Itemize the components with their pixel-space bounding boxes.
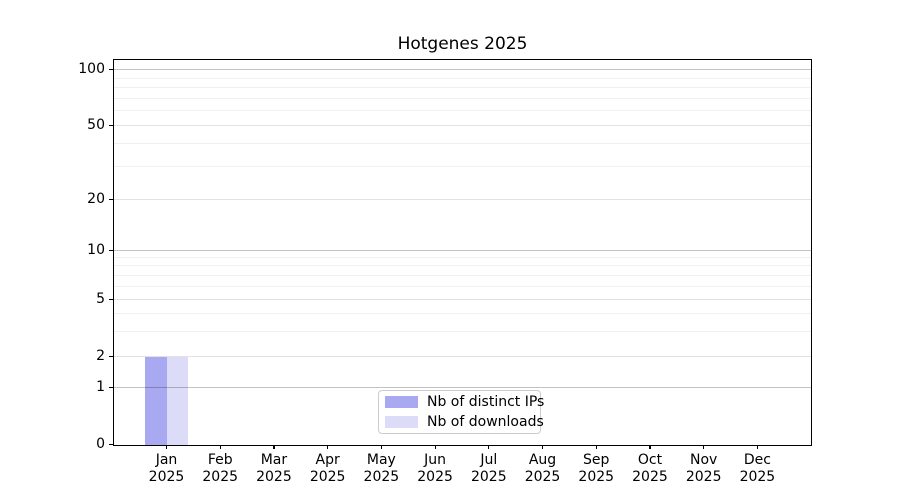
y-tick-label-1: 1	[96, 379, 105, 395]
x-tick-mark-feb	[219, 445, 221, 449]
x-tick-mark-oct	[649, 445, 651, 449]
x-tick-mark-jun	[434, 445, 436, 449]
y-tick-label-10: 10	[87, 241, 105, 258]
legend-swatch-1	[385, 416, 418, 428]
legend-label-0: Nb of distinct IPs	[427, 394, 545, 410]
x-tick-mark-mar	[273, 445, 275, 449]
gridline-1	[114, 387, 811, 388]
chart-title: Hotgenes 2025	[397, 34, 528, 54]
x-tick-label-aug: Aug 2025	[524, 452, 561, 485]
legend-item-1: Nb of downloads	[385, 413, 544, 431]
x-tick-label-oct: Oct 2025	[632, 452, 668, 485]
y-tick-mark-1	[109, 387, 113, 389]
minor-gridline-30	[114, 165, 811, 167]
x-tick-mark-jan	[165, 445, 168, 449]
y-tick-mark-10	[109, 249, 113, 251]
x-tick-label-sep: Sep 2025	[578, 452, 615, 485]
y-tick-mark-0	[109, 444, 113, 446]
gridline-2	[114, 356, 811, 357]
x-tick-mark-nov	[703, 445, 705, 449]
legend-swatch-0	[385, 396, 418, 408]
legend-item-0: Nb of distinct IPs	[385, 393, 544, 411]
bar-nb-of-distinct-ips-jan	[145, 357, 167, 445]
y-tick-label-2: 2	[96, 348, 105, 364]
minor-gridline-7	[114, 274, 811, 276]
gridline-100	[114, 69, 811, 70]
y-tick-label-0: 0	[96, 436, 105, 452]
y-tick-mark-50	[109, 125, 113, 127]
x-tick-mark-sep	[595, 445, 597, 449]
y-tick-mark-5	[109, 298, 113, 300]
y-tick-label-100: 100	[78, 61, 105, 77]
x-tick-label-apr: Apr 2025	[309, 452, 346, 485]
gridline-50	[114, 125, 811, 126]
x-tick-mark-jul	[488, 445, 490, 449]
y-tick-label-20: 20	[87, 190, 105, 207]
y-tick-label-5: 5	[96, 290, 105, 307]
gridline-5	[114, 298, 811, 300]
minor-gridline-60	[114, 110, 811, 112]
x-tick-label-may: May 2025	[363, 452, 400, 485]
x-tick-mark-may	[380, 445, 382, 449]
minor-gridline-3	[114, 330, 811, 332]
x-tick-mark-dec	[756, 445, 758, 449]
gridline-20	[114, 198, 811, 200]
y-tick-mark-20	[109, 198, 113, 200]
minor-gridline-40	[114, 142, 811, 144]
x-tick-label-mar: Mar 2025	[256, 452, 292, 485]
gridline-10	[114, 249, 811, 251]
x-tick-label-feb: Feb 2025	[202, 452, 239, 485]
minor-gridline-90	[114, 77, 811, 79]
legend-label-1: Nb of downloads	[427, 414, 544, 430]
minor-gridline-70	[114, 97, 811, 99]
minor-gridline-80	[114, 87, 811, 89]
plot-area	[113, 59, 812, 446]
minor-gridline-9	[114, 256, 811, 258]
x-tick-label-nov: Nov 2025	[685, 452, 722, 485]
x-tick-label-jan: Jan 2025	[148, 452, 185, 485]
x-tick-mark-aug	[541, 445, 544, 449]
bar-nb-of-downloads-jan	[166, 357, 188, 445]
y-tick-label-50: 50	[87, 117, 105, 133]
x-tick-label-jun: Jun 2025	[417, 452, 453, 485]
minor-gridline-6	[114, 285, 811, 287]
x-tick-label-dec: Dec 2025	[739, 452, 776, 485]
x-tick-mark-apr	[327, 445, 329, 449]
y-tick-mark-2	[109, 356, 113, 358]
y-tick-mark-100	[109, 69, 113, 71]
minor-gridline-4	[114, 312, 811, 314]
legend: Nb of distinct IPs Nb of downloads	[378, 390, 544, 434]
x-tick-label-jul: Jul 2025	[470, 452, 507, 485]
minor-gridline-8	[114, 265, 811, 267]
